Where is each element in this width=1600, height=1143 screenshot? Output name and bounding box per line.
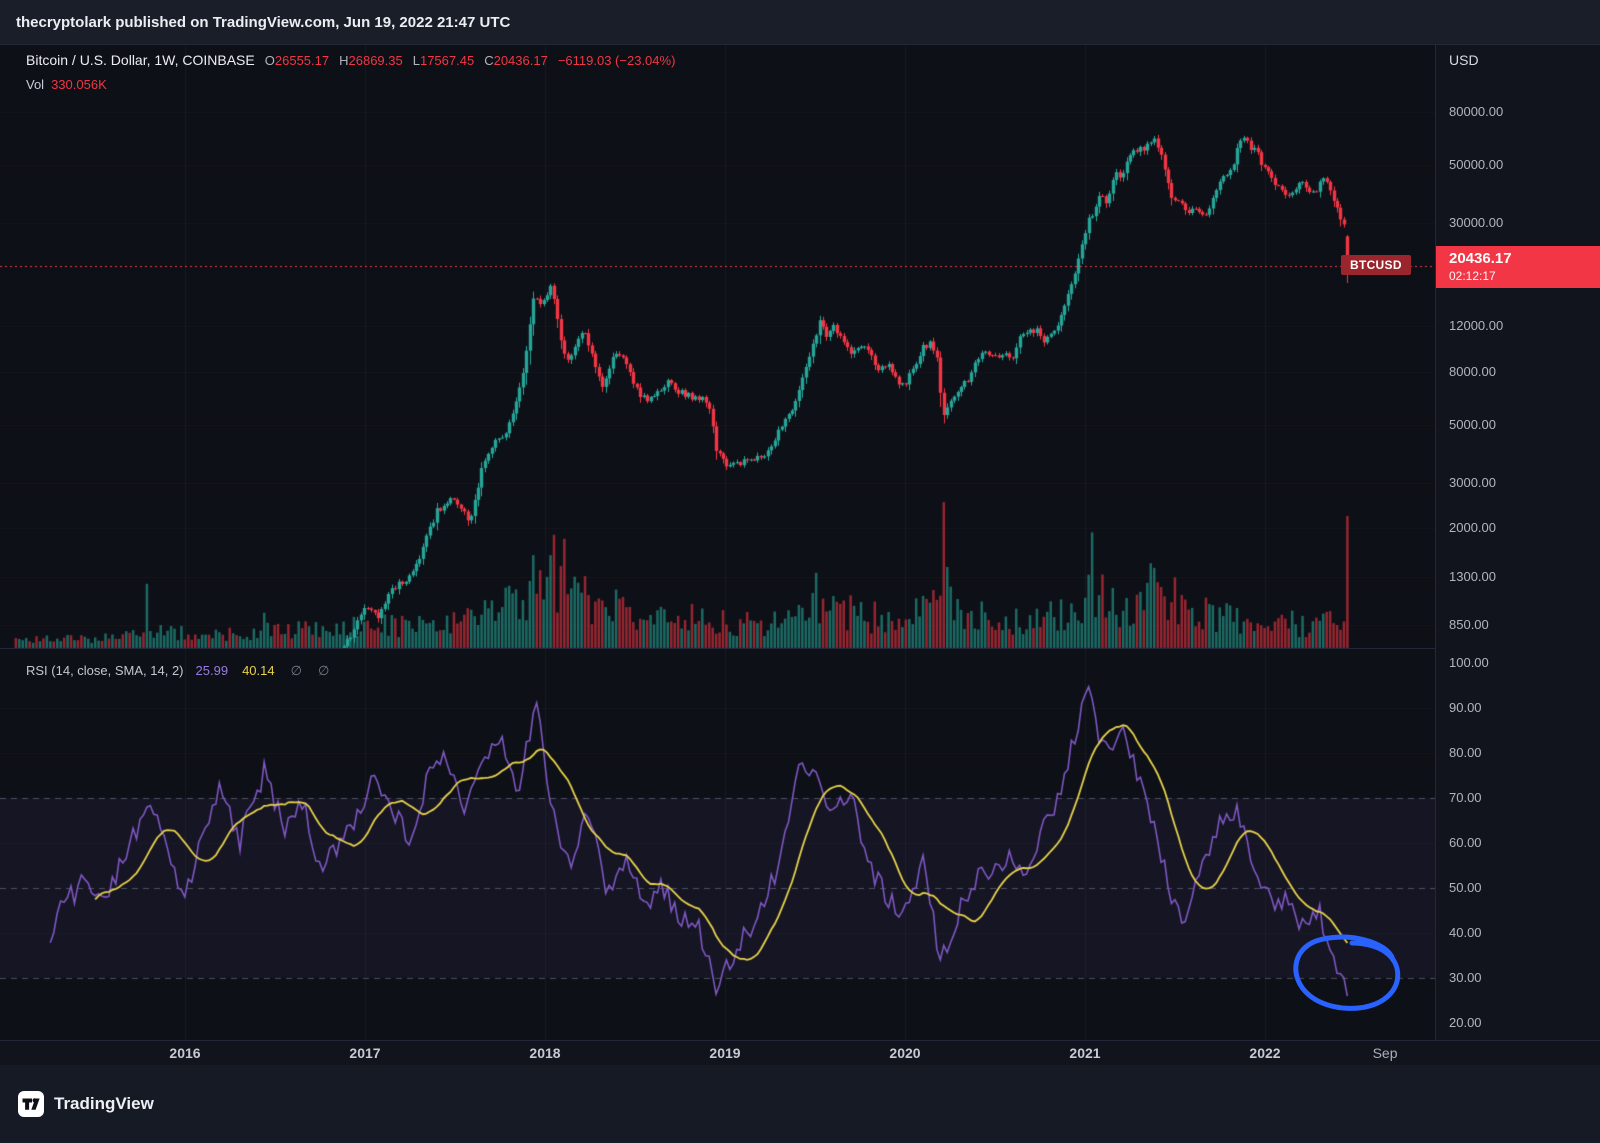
- ohlc-close: C20436.17: [484, 53, 548, 68]
- price-tick: 30000.00: [1449, 214, 1504, 230]
- rsi-value: 25.99: [195, 663, 229, 678]
- low-label: L: [412, 53, 420, 68]
- rsi-tick: 50.00: [1449, 880, 1482, 895]
- rsi-title[interactable]: RSI (14, close, SMA, 14, 2): [26, 663, 184, 678]
- rsi-tick: 100.00: [1449, 655, 1489, 670]
- time-tick: 2022: [1249, 1045, 1281, 1061]
- price-tick: 850.00: [1449, 617, 1489, 632]
- high-value: 26869.35: [348, 53, 403, 68]
- rsi-tick: 70.00: [1449, 790, 1482, 805]
- price-axis[interactable]: USD 80000.00 50000.00 30000.00 12000.00 8000…: [1435, 45, 1600, 1040]
- rsi-tick: 80.00: [1449, 745, 1482, 760]
- ohlc-open: O26555.17: [265, 53, 329, 68]
- pane-separator: [0, 648, 1435, 649]
- symbol-legend: Bitcoin / U.S. Dollar, 1W, COINBASE O265…: [26, 52, 675, 68]
- rsi-tick: 20.00: [1449, 1015, 1482, 1030]
- price-tick: 8000.00: [1449, 363, 1496, 379]
- time-tick: 2017: [349, 1045, 381, 1061]
- price-tick: 12000.00: [1449, 318, 1504, 334]
- price-tick: 1300.00: [1449, 569, 1496, 585]
- change-value: −6119.03 (−23.04%): [557, 53, 676, 68]
- open-label: O: [264, 53, 275, 68]
- ohlc-high: H26869.35: [339, 53, 403, 68]
- rsi-tick: 90.00: [1449, 700, 1482, 715]
- close-label: C: [484, 53, 494, 68]
- rsi-legend: RSI (14, close, SMA, 14, 2) 25.99 40.14 …: [26, 663, 329, 679]
- price-tick: 50000.00: [1449, 156, 1504, 172]
- currency-label: USD: [1449, 52, 1479, 68]
- price-tick: 2000.00: [1449, 520, 1496, 536]
- ohlc-low: L17567.45: [413, 53, 474, 68]
- snapshot-footer: TradingView: [0, 1065, 1600, 1143]
- chart-canvas[interactable]: [0, 45, 1435, 1040]
- price-tick: 80000.00: [1449, 103, 1504, 119]
- rsi-tick: 60.00: [1449, 835, 1482, 850]
- symbol-title[interactable]: Bitcoin / U.S. Dollar, 1W, COINBASE: [26, 52, 255, 68]
- time-tick: 2019: [709, 1045, 741, 1061]
- rsi-tick: 30.00: [1449, 970, 1482, 985]
- time-tick: 2016: [169, 1045, 201, 1061]
- time-tick: 2018: [529, 1045, 561, 1061]
- price-tick: 5000.00: [1449, 416, 1496, 432]
- snapshot-header: thecryptolark published on TradingView.c…: [0, 0, 1600, 45]
- hidden-series-icon[interactable]: ∅: [317, 663, 330, 678]
- hidden-series-icon[interactable]: ∅: [290, 663, 302, 678]
- close-value: 20436.17: [493, 53, 548, 68]
- bar-countdown: 02:12:17: [1449, 269, 1496, 283]
- rsi-tick: 40.00: [1449, 925, 1482, 940]
- volume-label: Vol: [26, 77, 45, 92]
- time-tick: Sep: [1372, 1045, 1398, 1061]
- time-axis[interactable]: 2016 2017 2018 2019 2020 2021 2022 Sep: [0, 1040, 1600, 1066]
- rsi-sma-value: 40.14: [242, 663, 275, 678]
- snapshot-header-text: thecryptolark published on TradingView.c…: [16, 13, 511, 31]
- high-label: H: [339, 53, 349, 68]
- last-price-tag: 20436.17 02:12:17: [1436, 246, 1600, 288]
- price-tick: 3000.00: [1449, 474, 1496, 490]
- time-tick: 2021: [1069, 1045, 1101, 1061]
- volume-value: 330.056K: [51, 77, 107, 92]
- tradingview-logo-icon[interactable]: [18, 1091, 44, 1117]
- time-tick: 2020: [889, 1045, 921, 1061]
- low-value: 17567.45: [419, 53, 475, 68]
- open-value: 26555.17: [274, 53, 330, 68]
- brand-name[interactable]: TradingView: [54, 1094, 154, 1113]
- volume-legend: Vol 330.056K: [26, 77, 107, 92]
- last-price-value: 20436.17: [1449, 250, 1512, 267]
- symbol-price-flag: BTCUSD: [1341, 255, 1411, 275]
